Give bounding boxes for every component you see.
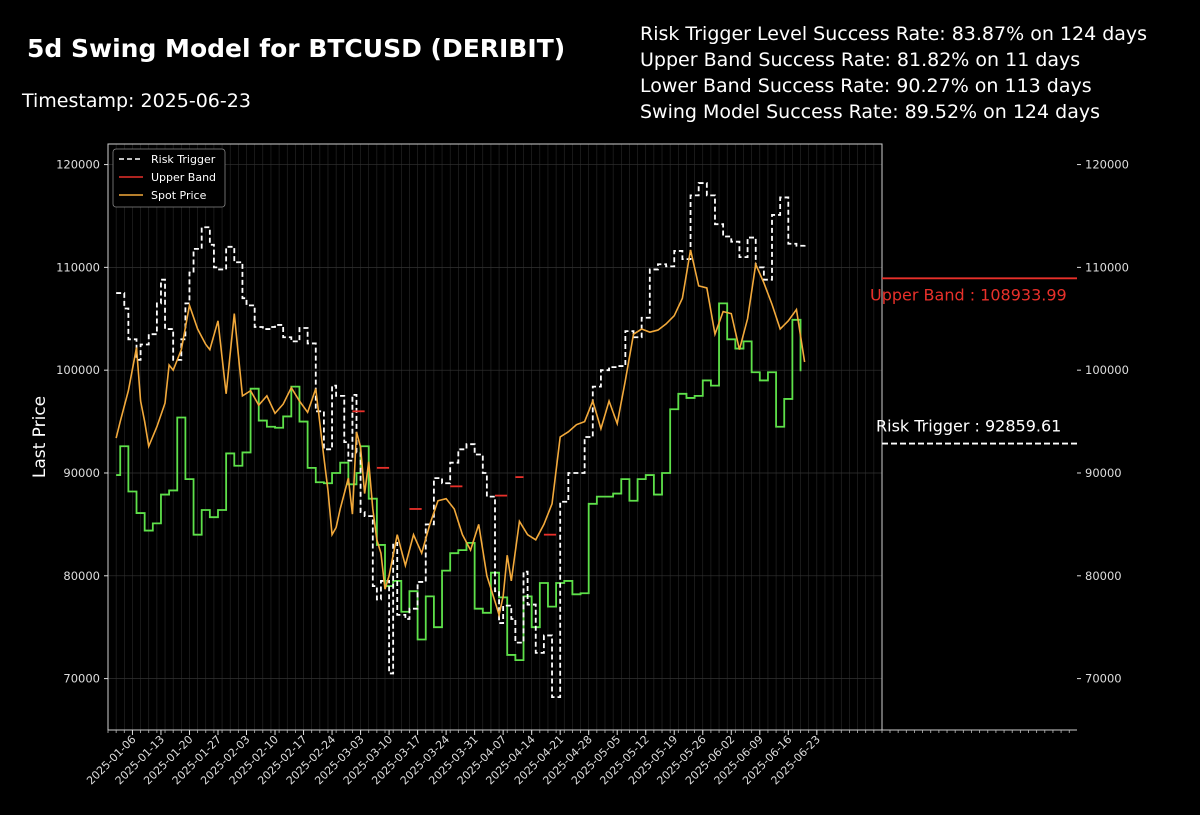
swing-model-success-rate: Swing Model Success Rate: 89.52% on 124 … <box>640 101 1100 123</box>
legend-item-spot-price: Spot Price <box>151 189 207 202</box>
upper-band-success-rate: Upper Band Success Rate: 81.82% on 11 da… <box>640 49 1081 71</box>
lower-band-series <box>116 302 802 661</box>
y-tick-label-right: 90000 <box>1085 466 1122 480</box>
x-axis-ticks: 2025-01-062025-01-132025-01-202025-01-27… <box>84 730 823 787</box>
main-plot-frame <box>107 143 883 731</box>
legend-box <box>112 148 226 208</box>
y-axis-label: Last Price <box>30 396 50 478</box>
lower-band-success-rate: Lower Band Success Rate: 90.27% on 113 d… <box>640 75 1092 97</box>
y-tick-label-right: 70000 <box>1085 672 1122 686</box>
y-tick-label-left: 80000 <box>63 569 100 583</box>
y-tick-label-left: 100000 <box>56 363 100 377</box>
risk-trigger-annotation: Risk Trigger : 92859.61 <box>876 417 1061 436</box>
grid-lines <box>107 144 883 730</box>
risk-trigger-success-rate: Risk Trigger Level Success Rate: 83.87% … <box>640 23 1148 45</box>
y-tick-label-right: 100000 <box>1085 363 1129 377</box>
spot-price-series <box>115 249 806 619</box>
y-tick-label-left: 70000 <box>63 672 100 686</box>
y-tick-label-right: 80000 <box>1085 569 1122 583</box>
y-tick-label-right: 120000 <box>1085 158 1129 172</box>
success-rate-stats: Risk Trigger Level Success Rate: 83.87% … <box>640 21 1147 125</box>
y-tick-label-left: 120000 <box>56 158 100 172</box>
upper-band-annotation: Upper Band : 108933.99 <box>870 285 1067 304</box>
y-tick-label-right: 110000 <box>1085 260 1129 274</box>
timestamp-label: Timestamp: 2025-06-23 <box>22 90 251 112</box>
legend-item-upper-band: Upper Band <box>151 171 216 184</box>
legend-item-risk-trigger: Risk Trigger <box>151 153 216 166</box>
risk-trigger-series <box>116 182 806 699</box>
legend: Risk Trigger Upper Band Spot Price <box>112 148 226 208</box>
chart-title: 5d Swing Model for BTCUSD (DERIBIT) <box>27 34 566 63</box>
y-axis-ticks: 70000 70000 80000 80000 90000 90000 100000 1000… <box>56 158 1129 686</box>
upper-band-series <box>352 410 557 536</box>
y-tick-label-left: 90000 <box>63 466 100 480</box>
side-projection-panel: Upper Band : 108933.99 Risk Trigger : 928… <box>870 277 1077 445</box>
y-tick-label-left: 110000 <box>56 260 100 274</box>
